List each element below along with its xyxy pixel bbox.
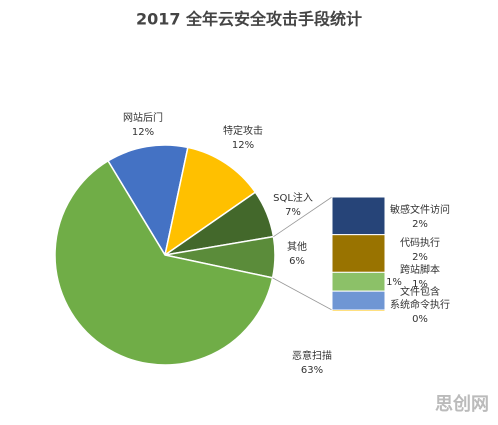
bar-segment bbox=[331, 196, 386, 236]
bar-label: 敏感文件访问 bbox=[390, 203, 450, 216]
bar-value-label: 1% bbox=[386, 277, 402, 288]
bar-segment bbox=[331, 290, 386, 311]
watermark: 思创网 bbox=[435, 393, 489, 415]
slice-value-label: 12% bbox=[132, 127, 154, 138]
connector bbox=[273, 196, 333, 237]
bar-label: 跨站脚本 bbox=[400, 263, 440, 276]
slice-value-label: 63% bbox=[301, 365, 323, 376]
slice-value-label: 12% bbox=[232, 140, 254, 151]
slice-label: 恶意扫描 bbox=[292, 349, 332, 362]
bar-label: 系统命令执行 bbox=[390, 298, 450, 311]
bar-segment bbox=[331, 234, 386, 273]
slice-label: SQL注入 bbox=[273, 191, 313, 204]
slice-label: 其他 bbox=[287, 240, 307, 253]
bar-value-label: 2% bbox=[412, 252, 428, 263]
pie-slice bbox=[106, 144, 189, 258]
bar-label: 代码执行 bbox=[400, 236, 440, 249]
connector bbox=[272, 277, 333, 311]
pie-slice bbox=[163, 146, 257, 257]
chart-title: 2017 全年云安全攻击手段统计 bbox=[136, 10, 362, 29]
bar-value-label: 1% bbox=[412, 279, 428, 290]
slice-value-label: 6% bbox=[289, 256, 305, 267]
slice-label: 网站后门 bbox=[123, 111, 163, 124]
bar-value-label: 2% bbox=[412, 219, 428, 230]
pie-slice bbox=[54, 159, 274, 366]
slice-value-label: 7% bbox=[285, 207, 301, 218]
bar-value-label: 0% bbox=[412, 314, 428, 325]
bar-segment bbox=[331, 271, 386, 292]
slice-label: 特定攻击 bbox=[223, 124, 263, 137]
bar-label: 文件包含 bbox=[400, 285, 440, 298]
bar-segment bbox=[331, 309, 386, 312]
